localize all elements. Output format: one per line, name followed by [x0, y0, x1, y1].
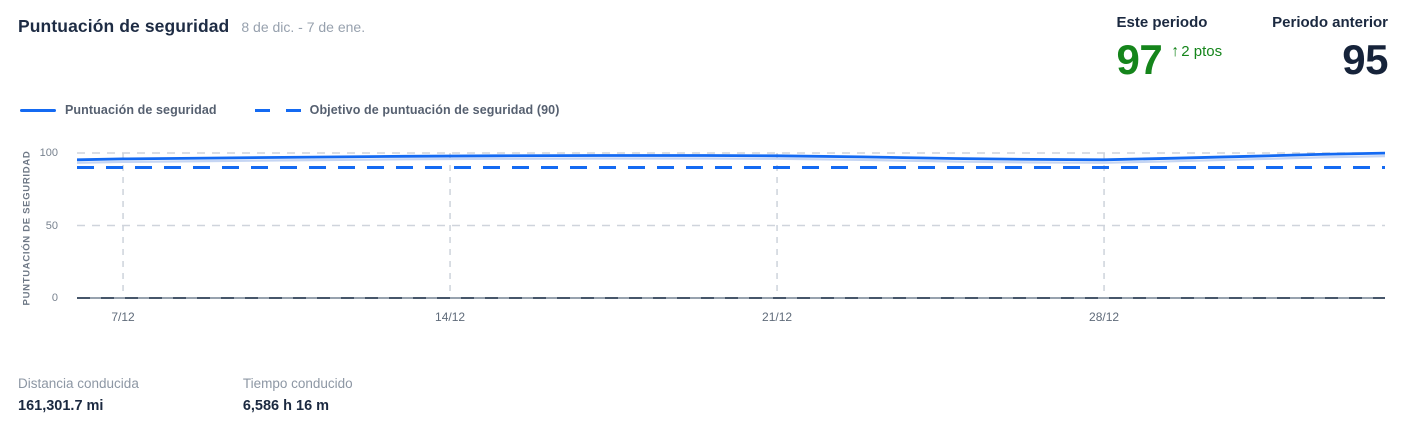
delta-text: 2 ptos	[1181, 43, 1223, 60]
legend-item-score[interactable]: Puntuación de seguridad	[20, 103, 217, 117]
current-period-value-row: 97 ↑ 2 ptos	[1117, 39, 1223, 81]
x-tick-label: 28/12	[1089, 310, 1120, 324]
previous-period-stat: Periodo anterior 95	[1272, 14, 1388, 81]
legend-label-target: Objetivo de puntuación de seguridad (90)	[309, 103, 560, 117]
up-arrow-icon: ↑	[1171, 42, 1180, 60]
period-stats: Este periodo 97 ↑ 2 ptos Periodo anterio…	[1117, 14, 1389, 81]
stat-distance-label: Distancia conducida	[18, 376, 139, 391]
stat-distance: Distancia conducida 161,301.7 mi	[18, 376, 139, 414]
footer-stats: Distancia conducida 161,301.7 mi Tiempo …	[18, 376, 353, 414]
chart-svg[interactable]	[77, 145, 1385, 305]
legend-item-target[interactable]: Objetivo de puntuación de seguridad (90)	[254, 103, 560, 117]
x-tick-label: 14/12	[435, 310, 466, 324]
header: Puntuación de seguridad 8 de dic. - 7 de…	[18, 16, 365, 37]
stat-time: Tiempo conducido 6,586 h 16 m	[243, 376, 353, 414]
solid-line-icon	[20, 108, 56, 112]
y-tick-label: 0	[51, 292, 58, 304]
stat-distance-value: 161,301.7 mi	[18, 398, 104, 414]
current-period-label: Este periodo	[1116, 14, 1208, 31]
dashed-line-icon	[254, 108, 301, 112]
x-tick-label: 7/12	[111, 310, 135, 324]
y-tick-label: 100	[39, 147, 58, 159]
stat-time-value: 6,586 h 16 m	[242, 398, 330, 414]
y-tick-label: 50	[45, 219, 58, 232]
current-period-stat: Este periodo 97 ↑ 2 ptos	[1117, 14, 1223, 81]
stat-time-label: Tiempo conducido	[242, 376, 353, 391]
page-title: Puntuación de seguridad	[18, 16, 230, 36]
date-range: 8 de dic. - 7 de ene.	[241, 19, 366, 35]
chart-legend: Puntuación de seguridad Objetivo de punt…	[20, 103, 560, 117]
previous-period-value: 95	[1342, 36, 1388, 83]
previous-period-label: Periodo anterior	[1272, 14, 1388, 31]
current-period-value: 97	[1116, 36, 1163, 83]
delta-badge: ↑ 2 ptos	[1171, 43, 1222, 60]
legend-label-score: Puntuación de seguridad	[65, 103, 217, 117]
x-tick-label: 21/12	[762, 310, 793, 324]
